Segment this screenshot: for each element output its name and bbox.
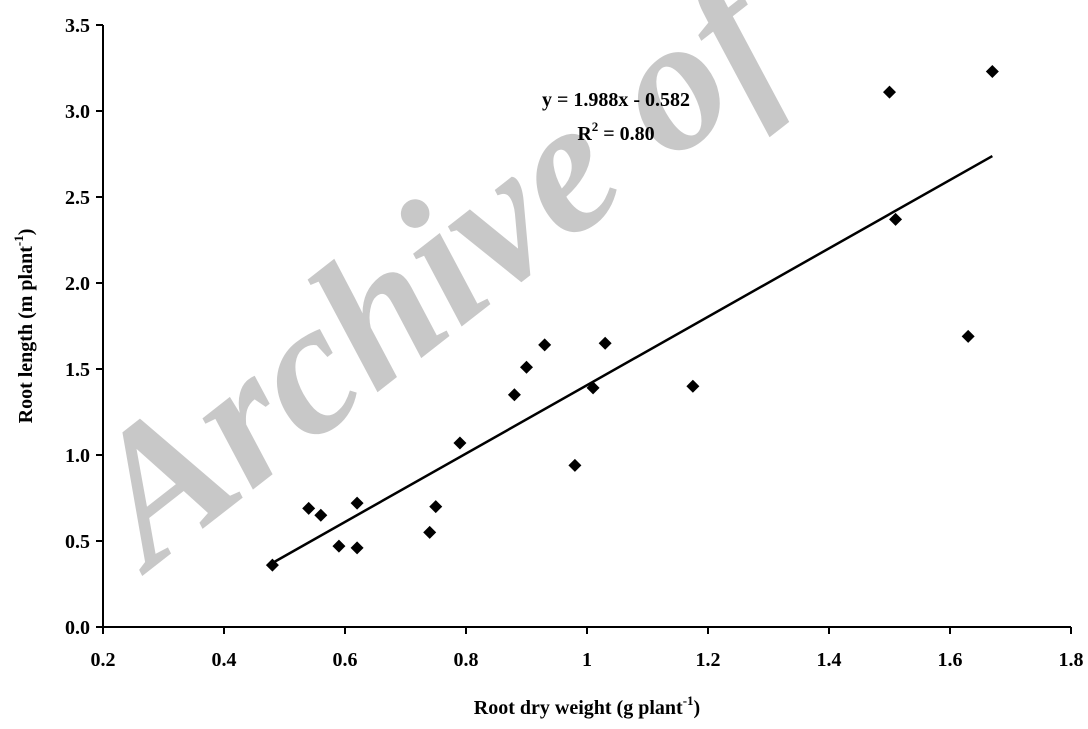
data-point [423, 525, 437, 539]
x-tick-label: 1.4 [817, 649, 842, 671]
watermark: Archive of [39, 0, 834, 609]
data-point [889, 212, 903, 226]
data-point [961, 329, 975, 343]
data-points [265, 64, 999, 572]
x-tick-label: 0.2 [91, 649, 116, 671]
data-point [265, 558, 279, 572]
y-tick-label: 1.5 [65, 359, 90, 381]
r-squared-prefix: R [577, 123, 592, 145]
trendline-group [271, 154, 993, 565]
data-point [350, 496, 364, 510]
y-tick-label: 0.5 [65, 531, 90, 553]
data-point [598, 336, 612, 350]
x-tick-label: 0.8 [454, 649, 479, 671]
y-axis-title-main: Root length (m plant [15, 246, 37, 424]
x-tick-label: 1 [582, 649, 592, 671]
data-point [568, 458, 582, 472]
y-tick-label: 2.0 [65, 273, 90, 295]
y-axis-title-end: ) [15, 229, 37, 236]
x-tick-label: 0.4 [212, 649, 237, 671]
r-squared-label: R2 = 0.80 [577, 119, 654, 145]
y-tick-label: 1.0 [65, 445, 90, 467]
x-axis-title-end: ) [694, 697, 701, 719]
data-point [507, 388, 521, 402]
y-axis-title: Root length (m plant-1) [11, 229, 37, 424]
data-point [985, 64, 999, 78]
regression-equation: y = 1.988x - 0.582 [542, 89, 690, 111]
x-tick-label: 1.6 [938, 649, 963, 671]
y-tick-label: 3.0 [65, 101, 90, 123]
data-point [332, 539, 346, 553]
y-tick-label: 0.0 [65, 617, 90, 639]
data-point [586, 381, 600, 395]
y-ticks: 0.0 0.5 1.0 1.5 2.0 2.5 3.0 3.5 [65, 15, 103, 639]
data-point [883, 85, 896, 99]
x-axis-title-superscript: -1 [683, 693, 694, 708]
y-tick-label: 2.5 [65, 187, 90, 209]
x-tick-label: 1.8 [1059, 649, 1084, 671]
x-ticks: 0.2 0.4 0.6 0.8 1 1.2 1.4 1.6 1.8 [91, 627, 1084, 671]
data-point [429, 500, 443, 514]
data-point [314, 508, 328, 522]
x-axis-title: Root dry weight (g plant-1) [474, 693, 700, 719]
data-point [302, 501, 316, 515]
x-tick-label: 1.2 [696, 649, 721, 671]
data-point [453, 436, 467, 450]
x-tick-label: 0.6 [333, 649, 358, 671]
r-squared-superscript: 2 [592, 119, 599, 134]
data-point [350, 541, 364, 555]
y-tick-label: 3.5 [65, 15, 90, 37]
y-axis-title-superscript: -1 [11, 235, 26, 246]
data-point [538, 338, 552, 352]
x-axis-title-main: Root dry weight (g plant [474, 697, 683, 719]
data-point [686, 379, 700, 393]
data-point [520, 360, 533, 374]
r-squared-suffix: = 0.80 [598, 123, 654, 145]
trendline [271, 154, 993, 565]
